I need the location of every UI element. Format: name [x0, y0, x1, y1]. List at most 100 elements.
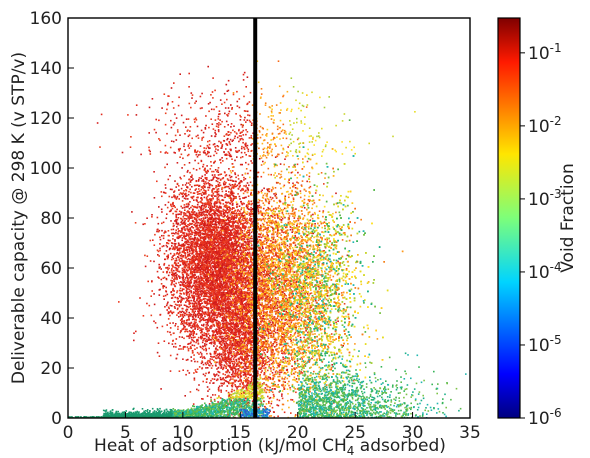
scatter-point: [246, 291, 249, 294]
scatter-point: [205, 334, 208, 336]
scatter-point: [197, 328, 199, 330]
scatter-point: [184, 249, 187, 251]
scatter-point: [250, 209, 253, 211]
scatter-point: [193, 216, 196, 219]
scatter-point: [201, 247, 203, 250]
scatter-point: [198, 279, 201, 281]
scatter-point: [167, 242, 170, 245]
scatter-point: [250, 215, 252, 218]
scatter-point: [284, 341, 286, 343]
scatter-point: [204, 271, 207, 273]
scatter-point: [174, 239, 176, 241]
scatter-point: [266, 327, 269, 329]
scatter-point: [239, 323, 242, 325]
scatter-point: [240, 228, 243, 230]
scatter-point: [211, 223, 214, 226]
scatter-point: [181, 237, 184, 239]
scatter-point: [205, 367, 207, 369]
scatter-point: [208, 347, 210, 350]
scatter-point: [185, 242, 187, 245]
scatter-point: [222, 302, 224, 305]
scatter-point: [208, 238, 210, 240]
scatter-point: [232, 180, 235, 182]
scatter-point: [163, 262, 166, 265]
scatter-point: [182, 358, 184, 360]
scatter-point: [177, 325, 179, 328]
scatter-point: [216, 213, 218, 215]
scatter-point: [212, 192, 215, 195]
scatter-point: [207, 310, 210, 312]
scatter-point: [231, 269, 233, 271]
scatter-point: [170, 279, 172, 282]
scatter-point: [190, 313, 192, 316]
scatter-point: [205, 267, 207, 269]
scatter-point: [244, 303, 246, 305]
scatter-point: [131, 211, 133, 213]
scatter-point: [249, 240, 251, 242]
scatter-point: [191, 266, 193, 269]
scatter-point: [195, 199, 198, 201]
scatter-point: [197, 227, 200, 229]
scatter-point: [219, 219, 222, 221]
scatter-point: [218, 335, 220, 338]
scatter-point: [238, 259, 240, 262]
scatter-point: [187, 349, 190, 352]
scatter-point: [194, 271, 196, 274]
scatter-point: [151, 290, 153, 292]
scatter-point: [214, 268, 216, 270]
scatter-point: [181, 281, 183, 284]
scatter-point: [229, 155, 231, 158]
scatter-point: [207, 182, 209, 184]
scatter-point: [175, 213, 177, 216]
scatter-point: [217, 401, 219, 403]
scatter-point: [220, 207, 222, 209]
scatter-point: [180, 177, 182, 180]
scatter-point: [221, 266, 224, 268]
scatter-point: [200, 337, 203, 340]
scatter-point: [220, 214, 223, 216]
scatter-point: [247, 238, 249, 241]
scatter-point: [232, 382, 235, 384]
scatter-point: [204, 347, 207, 350]
scatter-point: [204, 282, 206, 284]
scatter-point: [189, 313, 192, 315]
scatter-point: [250, 200, 252, 203]
scatter-point: [210, 184, 212, 186]
scatter-point: [228, 312, 231, 314]
scatter-point: [177, 301, 179, 303]
scatter-point: [199, 232, 201, 234]
scatter-point: [204, 224, 207, 227]
scatter-point: [187, 315, 190, 318]
scatter-point: [202, 252, 205, 255]
scatter-point: [197, 229, 199, 231]
scatter-point: [205, 182, 208, 185]
scatter-point: [244, 348, 247, 350]
scatter-point: [201, 139, 203, 141]
scatter-point: [206, 177, 208, 179]
scatter-point: [248, 238, 251, 240]
scatter-point: [172, 339, 174, 342]
scatter-point: [189, 305, 191, 308]
scatter-point: [187, 202, 190, 205]
scatter-point: [187, 169, 189, 172]
scatter-point: [188, 288, 191, 291]
scatter-point: [211, 268, 214, 271]
scatter-point: [215, 224, 217, 226]
scatter-point: [205, 343, 208, 346]
scatter-point: [176, 249, 179, 252]
scatter-point: [214, 394, 217, 396]
scatter-point: [182, 348, 184, 350]
scatter-point: [196, 388, 198, 391]
scatter-point: [205, 363, 207, 366]
scatter-point: [227, 185, 230, 188]
scatter-point: [178, 252, 181, 254]
scatter-point: [168, 264, 170, 267]
scatter-point: [272, 238, 275, 241]
scatter-point: [223, 240, 226, 242]
scatter-point: [247, 189, 250, 192]
scatter-point: [175, 282, 177, 285]
scatter-point: [233, 207, 235, 209]
scatter-point: [205, 304, 208, 306]
scatter-point: [220, 228, 223, 231]
